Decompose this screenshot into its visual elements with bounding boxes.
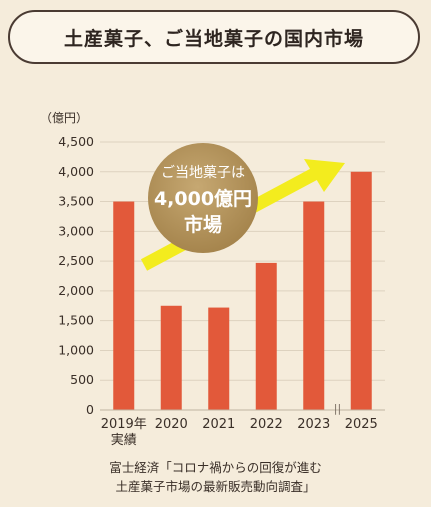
title-banner: 土産菓子、ご当地菓子の国内市場 <box>8 10 420 64</box>
x-tick-label: 2025 <box>345 417 378 432</box>
y-tick-label: 3,500 <box>58 194 94 209</box>
y-tick-label: 2,500 <box>58 253 94 268</box>
callout-text: 4,000億円 <box>154 187 252 210</box>
bar <box>303 201 325 410</box>
source-line-1: 富士経済「コロナ禍からの回復が進む <box>109 460 322 475</box>
y-tick-label: 3,000 <box>58 223 94 238</box>
y-tick-label: 500 <box>70 372 94 387</box>
bars <box>113 171 372 410</box>
callout-text: ご当地菓子は <box>161 165 245 181</box>
y-tick-label: 0 <box>86 402 94 417</box>
x-tick-label: 2023 <box>297 417 330 432</box>
x-tick-label: 2019年 <box>101 417 147 432</box>
axis-break-mark: || <box>334 402 341 415</box>
callout-circle <box>148 143 258 253</box>
x-tick-label: 2020 <box>155 417 188 432</box>
growth-arrow-head <box>304 159 345 192</box>
source-line-2: 土産菓子市場の最新販売動向調査」 <box>115 479 316 494</box>
x-tick-label: 実績 <box>111 432 137 448</box>
source-note: 富士経済「コロナ禍からの回復が進む 土産菓子市場の最新販売動向調査」 <box>0 458 431 496</box>
y-tick-label: 1,000 <box>58 342 94 357</box>
y-tick-label: 1,500 <box>58 313 94 328</box>
y-axis: 0 500 1,000 1,500 2,000 2,500 3,000 3,500 4,000 4… <box>58 134 94 417</box>
y-tick-label: 4,500 <box>58 134 94 149</box>
x-tick-label: 2022 <box>250 417 283 432</box>
chart-title: 土産菓子、ご当地菓子の国内市場 <box>63 27 364 50</box>
x-tick-label: 2021 <box>202 417 235 432</box>
y-tick-label: 2,000 <box>58 283 94 298</box>
bar <box>255 262 277 410</box>
callout-text: 市場 <box>184 213 222 236</box>
bar <box>160 305 182 410</box>
y-tick-label: 4,000 <box>58 164 94 179</box>
unit-label: （億円） <box>40 111 88 125</box>
bar <box>208 307 230 410</box>
bar <box>113 201 135 410</box>
bar <box>350 171 372 410</box>
